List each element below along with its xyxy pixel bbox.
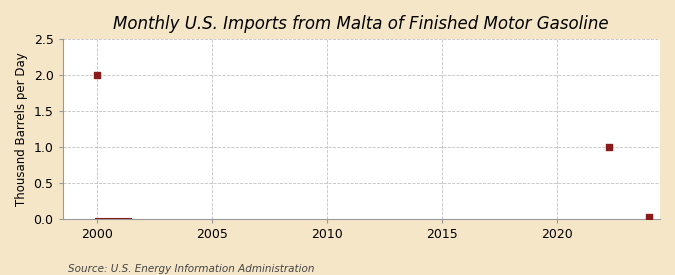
Point xyxy=(604,145,615,149)
Y-axis label: Thousand Barrels per Day: Thousand Barrels per Day xyxy=(15,52,28,206)
Point xyxy=(643,215,654,219)
Text: Source: U.S. Energy Information Administration: Source: U.S. Energy Information Administ… xyxy=(68,264,314,274)
Point xyxy=(92,73,103,77)
Title: Monthly U.S. Imports from Malta of Finished Motor Gasoline: Monthly U.S. Imports from Malta of Finis… xyxy=(113,15,609,33)
